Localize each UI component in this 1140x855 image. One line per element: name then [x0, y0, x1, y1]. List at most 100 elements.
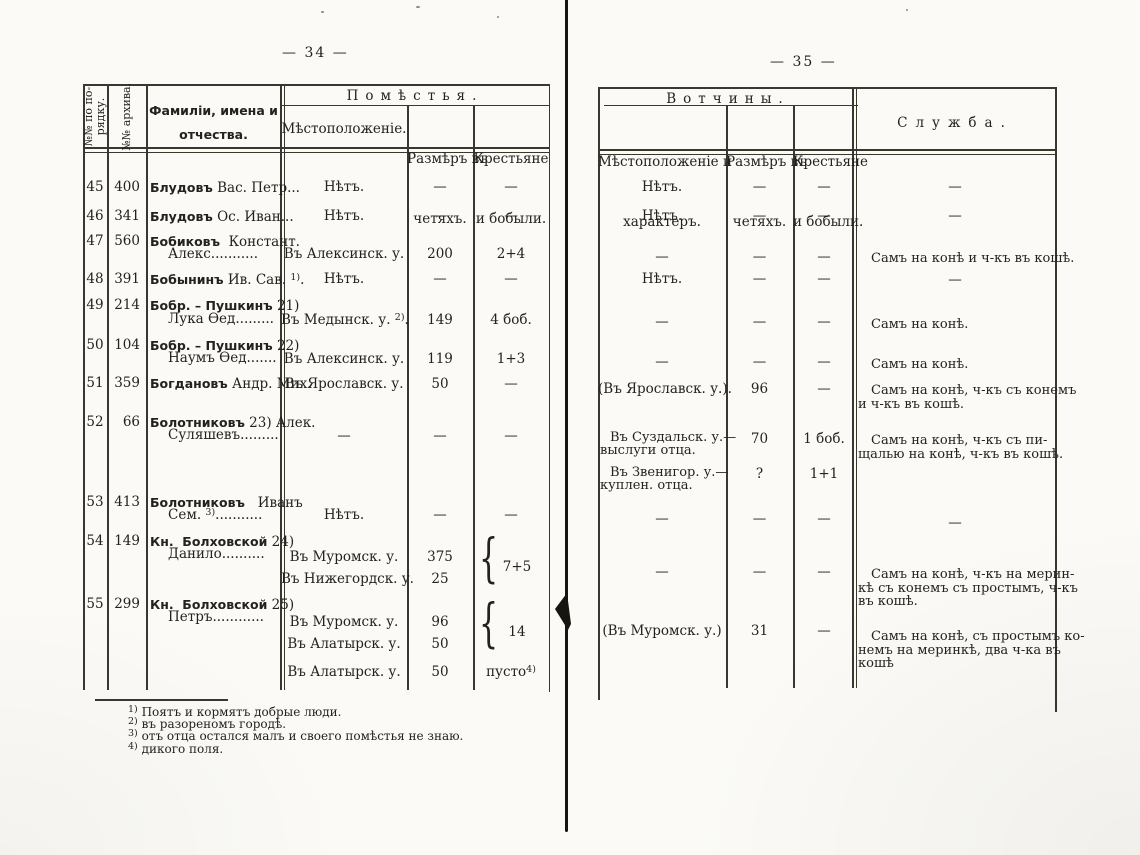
votchina-serfs: —: [817, 314, 831, 330]
footnote-ref: 1): [290, 272, 301, 283]
footnote-marker: 2): [128, 716, 138, 727]
footnote-ref: 4): [526, 664, 536, 675]
ref-number: 24): [267, 534, 295, 550]
table-rule: [280, 84, 282, 690]
service-line: Самъ на конѣ и ч-къ въ кошѣ.: [871, 251, 1075, 266]
name-cell: Блудовъ Ос. Иван...: [150, 209, 294, 225]
votchina-size: 70: [750, 431, 769, 447]
votchina-size: —: [752, 271, 767, 287]
estate-serfs: —: [504, 376, 518, 392]
col-header-serfs: Крестьяне и бобыли.: [473, 109, 549, 269]
col-header-location: Мѣстоположенiе.: [281, 121, 407, 137]
table-rule: [598, 87, 1055, 89]
archive-number: 66: [122, 414, 140, 430]
estate-size: —: [433, 179, 447, 195]
surname: Бобынинъ: [150, 272, 224, 287]
votchina-serfs: —: [817, 564, 831, 580]
name-cell: Блудовъ Вас. Петр...: [150, 180, 300, 196]
votchina-size: —: [752, 179, 767, 195]
votchina-location: (Въ Муромск. у.): [602, 623, 722, 639]
estate-location: Въ Муромск. у.: [289, 549, 399, 565]
given-names: Констант.: [219, 234, 300, 250]
name-cell-line2: Суляшевъ.........: [168, 427, 279, 443]
service-cell: —: [948, 179, 962, 195]
table-rule: [855, 87, 857, 688]
footnote-marker: 1): [128, 704, 138, 715]
estate-size: 25: [431, 571, 449, 587]
given-names: 23) Алек.: [244, 415, 316, 431]
votchina-location: —: [655, 354, 669, 370]
surname: Богдановъ: [150, 376, 228, 391]
name-cell: Бобр. – Пушкинъ 22): [150, 338, 299, 354]
header-line: и бобыли.: [793, 214, 864, 230]
service-cell: Самъ на конѣ, съ простымъ ко-немъ на мер…: [858, 629, 1085, 671]
estate-size: 96: [431, 614, 449, 630]
table-rule: [146, 84, 148, 690]
col-header-order-number: №№ по по- рядку.: [83, 86, 108, 147]
ref-number: 21): [272, 298, 300, 314]
footnote: 4) дикого поля.: [128, 741, 223, 757]
surname: Болотниковъ: [150, 415, 245, 430]
estate-serfs: —: [504, 428, 518, 444]
table-rule: [83, 84, 85, 690]
estate-size: 50: [431, 664, 449, 680]
given-names: Вас. Петр...: [212, 180, 300, 196]
header-line: Фамилiи, имена и: [149, 103, 278, 118]
estate-serfs: —: [504, 208, 518, 224]
given-names: Ив. Сав.: [223, 272, 291, 288]
estate-location: Въ Нижегордск. у.: [281, 571, 414, 587]
name-cell: Бобынинъ Ив. Сав. 1).: [150, 272, 304, 289]
table-rule: [726, 105, 728, 688]
table-rule: [83, 151, 549, 153]
estate-serfs: —: [504, 271, 518, 287]
estate-location: Въ Медынск. у. 2).: [281, 312, 409, 329]
votchina-serfs: —: [817, 623, 831, 639]
col-header-service: Служба.: [897, 115, 1013, 131]
surname: Бобр. – Пушкинъ: [150, 298, 273, 313]
estate-serfs: —: [504, 179, 518, 195]
footnote-separator: [95, 699, 228, 701]
header-line: Крестьяне: [793, 154, 868, 170]
order-number: 52: [86, 414, 104, 430]
estate-size: —: [433, 271, 447, 287]
votchina-serfs: —: [817, 511, 831, 527]
punctuation: .: [404, 312, 409, 328]
name-cell-line2: Лука Ѳед.........: [168, 311, 274, 327]
service-line: Самъ на конѣ.: [871, 357, 969, 372]
footnote-ref: 2): [394, 312, 405, 323]
surname: Бобр. – Пушкинъ: [150, 338, 273, 353]
header-line: и бобыли.: [475, 211, 547, 227]
table-rule: [407, 105, 409, 690]
estate-serfs: 14: [508, 624, 526, 640]
location-line: Въ Суздальск. у.—: [610, 430, 737, 445]
name-cell: Кн. Болховской 25): [150, 597, 294, 613]
service-line: Самъ на конѣ, съ простымъ ко-: [871, 629, 1085, 644]
service-cell: Самъ на конѣ.: [858, 318, 1052, 332]
name-cell-line2: Сем. 3)...........: [168, 507, 263, 524]
votchina-location: Нѣтъ.: [641, 271, 683, 287]
votchina-serfs: —: [817, 271, 831, 287]
dust-speck: [497, 16, 499, 18]
estate-serfs: 7+5: [502, 559, 532, 575]
page-binding-line: [565, 0, 568, 832]
footnote: 2) въ разореномъ городѣ.: [128, 716, 286, 732]
service-line: Самъ на конѣ, ч-къ съ пи-: [871, 433, 1048, 448]
estate-size: 375: [427, 549, 453, 565]
name-cell: Бобр. – Пушкинъ 21): [150, 298, 299, 314]
name-cell: Богдановъ Андр. Мих.: [150, 376, 312, 392]
surname: Блудовъ: [150, 209, 213, 224]
estate-serfs: 4 боб.: [490, 312, 532, 328]
service-cell: Самъ на конѣ, ч-къ съ пи-щалью на конѣ, …: [858, 433, 1063, 461]
footnote-ref: 3): [205, 507, 216, 518]
estate-size: 50: [431, 376, 449, 392]
votchina-serfs: 1 боб.: [803, 431, 845, 447]
dot-leader: ...........: [215, 507, 263, 523]
order-number: 47: [86, 233, 104, 249]
given-names: Сем.: [168, 507, 206, 523]
archive-number: 341: [114, 208, 140, 224]
estate-location: Нѣтъ.: [323, 179, 365, 195]
votchina-location: —: [655, 314, 669, 330]
page-number-left: — 34 —: [282, 45, 349, 61]
votchina-location: (Въ Ярославск. у.).: [598, 381, 732, 397]
